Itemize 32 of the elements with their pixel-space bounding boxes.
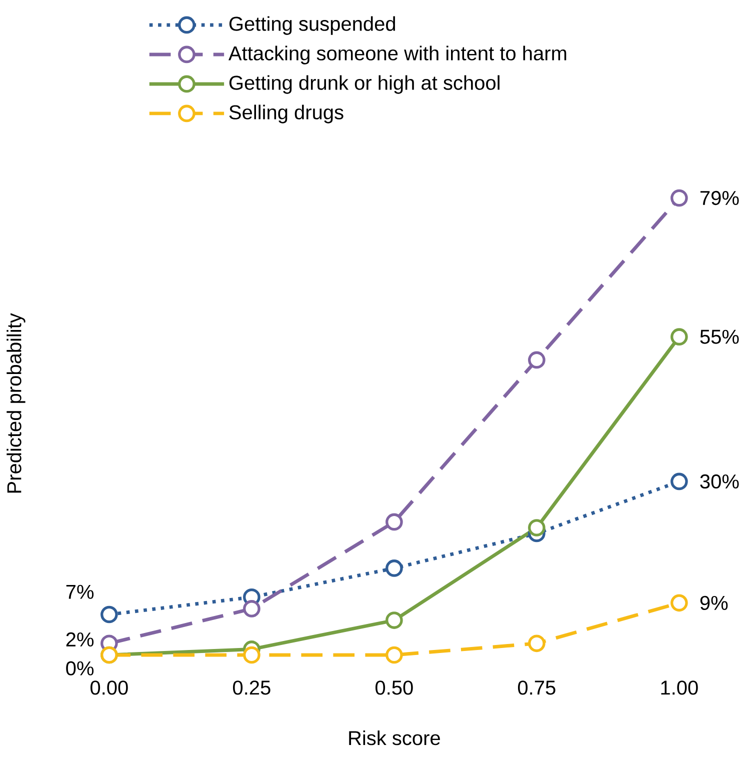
point <box>670 594 688 612</box>
point <box>242 646 260 664</box>
x-tick-label: 0.50 <box>375 680 413 695</box>
point <box>242 600 260 618</box>
x-tick-label: 0.00 <box>90 680 128 695</box>
data-label: 7% <box>66 584 94 599</box>
data-label: 0% <box>66 661 94 676</box>
point <box>528 519 546 536</box>
point <box>670 328 688 346</box>
legend-label: Selling drugs <box>229 104 344 124</box>
point <box>385 646 403 664</box>
x-tick-label: 0.75 <box>518 680 556 695</box>
legend-label: Attacking someone with intent to harm <box>228 46 566 64</box>
data-label: 30% <box>700 474 739 489</box>
point <box>528 634 546 652</box>
data-label: 79% <box>700 190 739 206</box>
point <box>670 472 688 490</box>
data-label: 55% <box>700 330 739 344</box>
point <box>100 606 118 624</box>
legend-label: Getting suspended <box>229 16 395 35</box>
legend-label: Getting drunk or high at school <box>229 75 500 94</box>
data-label: 2% <box>66 632 94 646</box>
x-tick-label: 0.25 <box>232 680 270 695</box>
point <box>385 513 403 531</box>
point <box>528 351 546 369</box>
y-axis-title: Predicted probability <box>6 313 26 493</box>
x-tick-label: 1.00 <box>661 680 698 695</box>
point <box>385 560 403 577</box>
point <box>670 189 688 207</box>
point <box>385 612 403 629</box>
x-axis-title: Risk score <box>349 730 440 746</box>
data-label: 9% <box>700 596 728 610</box>
